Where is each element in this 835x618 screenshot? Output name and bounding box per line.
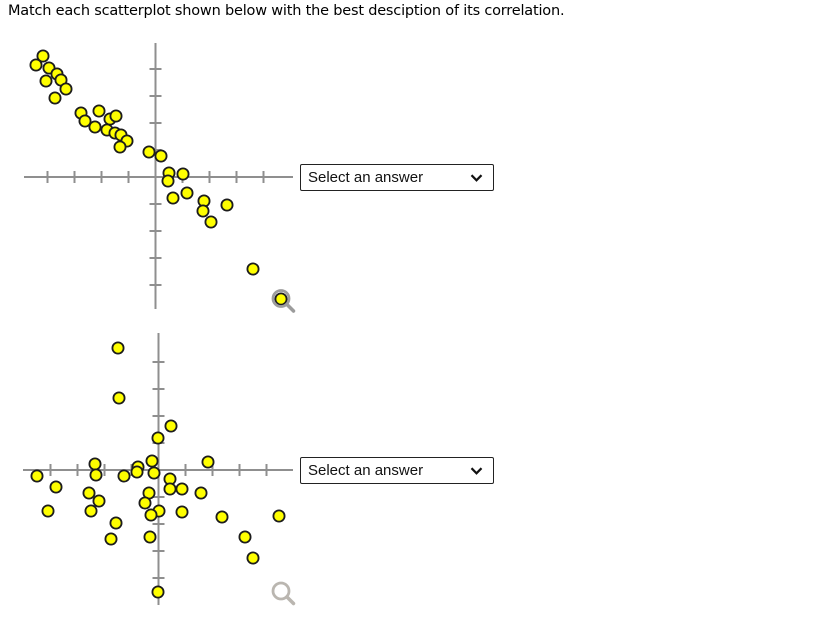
data-point bbox=[246, 262, 260, 276]
data-point bbox=[201, 455, 215, 469]
data-point bbox=[147, 466, 161, 480]
data-point bbox=[36, 49, 50, 63]
data-point bbox=[144, 508, 158, 522]
data-point bbox=[196, 204, 210, 218]
data-point bbox=[78, 114, 92, 128]
data-point bbox=[109, 516, 123, 530]
question-prompt: Match each scatterplot shown below with … bbox=[8, 3, 565, 19]
data-point bbox=[274, 292, 288, 306]
data-point bbox=[238, 530, 252, 544]
data-point bbox=[109, 109, 123, 123]
data-point bbox=[84, 504, 98, 518]
data-point bbox=[164, 419, 178, 433]
data-point bbox=[130, 465, 144, 479]
data-point bbox=[142, 145, 156, 159]
data-point bbox=[112, 391, 126, 405]
data-point bbox=[41, 504, 55, 518]
data-point bbox=[272, 509, 286, 523]
data-point bbox=[48, 91, 62, 105]
data-point bbox=[39, 74, 53, 88]
data-point bbox=[49, 480, 63, 494]
data-point bbox=[88, 457, 102, 471]
data-point bbox=[92, 104, 106, 118]
data-point bbox=[161, 174, 175, 188]
data-point bbox=[151, 585, 165, 599]
scatterplot-2 bbox=[23, 333, 296, 606]
data-point bbox=[138, 496, 152, 510]
data-point bbox=[30, 469, 44, 483]
data-point bbox=[89, 468, 103, 482]
data-point bbox=[246, 551, 260, 565]
data-point bbox=[117, 469, 131, 483]
answer-select-1[interactable]: Select an answer bbox=[300, 164, 494, 191]
data-point bbox=[194, 486, 208, 500]
data-point bbox=[176, 167, 190, 181]
data-point bbox=[204, 215, 218, 229]
scatterplot-1 bbox=[24, 43, 296, 313]
axes bbox=[24, 43, 293, 309]
data-point bbox=[180, 186, 194, 200]
data-point bbox=[175, 482, 189, 496]
data-point bbox=[166, 191, 180, 205]
data-point bbox=[29, 58, 43, 72]
zoom-magnifier-icon[interactable] bbox=[271, 289, 296, 313]
data-point bbox=[145, 454, 159, 468]
answer-select-2[interactable]: Select an answer bbox=[300, 457, 494, 484]
data-point bbox=[82, 486, 96, 500]
data-point bbox=[151, 431, 165, 445]
data-point bbox=[215, 510, 229, 524]
answer-dropdown-1: Select an answer bbox=[300, 164, 494, 191]
answer-dropdown-2: Select an answer bbox=[300, 457, 494, 484]
data-point bbox=[163, 482, 177, 496]
zoom-magnifier-icon[interactable] bbox=[271, 581, 296, 606]
data-point bbox=[154, 149, 168, 163]
data-point bbox=[59, 82, 73, 96]
data-point bbox=[88, 120, 102, 134]
data-point bbox=[220, 198, 234, 212]
data-point bbox=[175, 505, 189, 519]
data-point bbox=[113, 140, 127, 154]
data-point bbox=[92, 494, 106, 508]
data-point bbox=[143, 530, 157, 544]
data-point bbox=[104, 532, 118, 546]
data-point bbox=[111, 341, 125, 355]
